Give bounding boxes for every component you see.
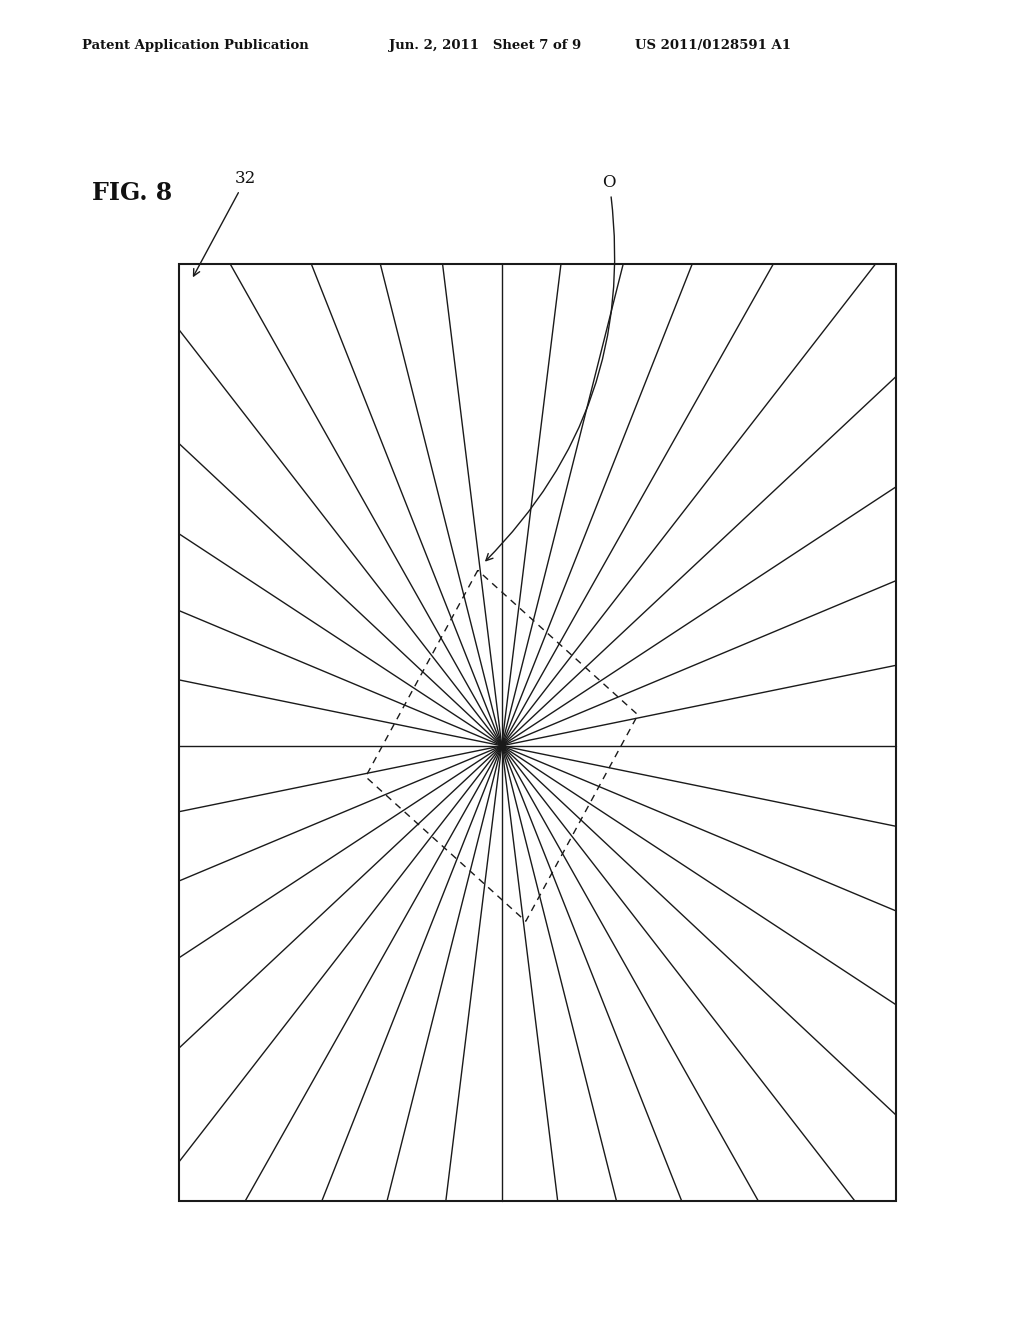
Text: Jun. 2, 2011   Sheet 7 of 9: Jun. 2, 2011 Sheet 7 of 9 — [389, 38, 582, 51]
Text: US 2011/0128591 A1: US 2011/0128591 A1 — [635, 38, 791, 51]
Text: 32: 32 — [194, 170, 256, 276]
Text: Patent Application Publication: Patent Application Publication — [82, 38, 308, 51]
Text: FIG. 8: FIG. 8 — [92, 181, 172, 205]
Text: O: O — [486, 174, 616, 561]
